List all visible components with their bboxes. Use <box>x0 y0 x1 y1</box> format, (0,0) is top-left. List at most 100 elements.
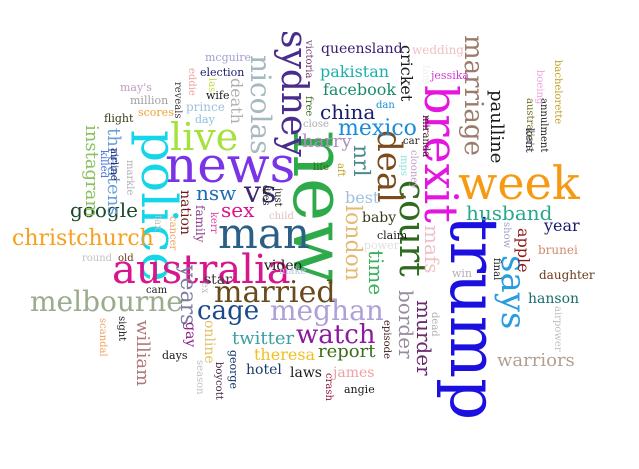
word-queensland: queensland <box>321 41 403 57</box>
word-nsw: nsw <box>196 181 237 205</box>
word-paulline: paulline <box>486 90 507 164</box>
word-show: show <box>501 222 512 249</box>
word-nrl: nrl <box>348 145 373 177</box>
word-daughter: daughter <box>539 268 595 282</box>
word-jessika: jessika <box>431 69 469 82</box>
word-million: million <box>130 94 169 107</box>
word-death: death <box>227 78 246 124</box>
word-brunei: brunei <box>538 243 578 257</box>
word-clooney: clooney <box>408 150 419 189</box>
word-election: election <box>200 66 245 79</box>
word-news: news <box>165 136 296 194</box>
word-days: days <box>162 349 188 362</box>
word-scores: scores <box>138 106 174 119</box>
word-make: make <box>279 266 307 277</box>
word-years: years <box>175 265 200 326</box>
word-laws: laws <box>290 365 322 381</box>
word-vs: vs <box>244 175 277 210</box>
word-round: round <box>82 253 113 264</box>
word-las: las <box>206 78 217 93</box>
word-child: child <box>269 211 294 222</box>
word-pakistan: pakistan <box>320 62 390 81</box>
word-old: old <box>118 253 134 264</box>
word-season: season <box>194 360 205 395</box>
word-cancer: cancer <box>167 216 178 251</box>
word-prince: prince <box>186 100 225 114</box>
word-mays: may's <box>120 81 152 94</box>
word-australias: australia's <box>524 98 535 151</box>
word-dead: dead <box>429 312 440 337</box>
word-mcguire: mcguire <box>205 51 252 64</box>
word-power: power <box>364 239 399 252</box>
word-sight: sight <box>116 316 127 342</box>
word-william: william <box>132 320 153 387</box>
word-brexit: brexit <box>414 85 468 223</box>
word-eddie: eddie <box>186 68 197 96</box>
word-markle: markle <box>124 160 135 196</box>
word-week: week <box>458 156 580 210</box>
word-melbourne: melbourne <box>30 285 183 318</box>
word-day: day <box>195 113 215 126</box>
word-hotel: hotel <box>246 362 282 378</box>
word-nation: nation <box>177 190 193 235</box>
word-gay: gay <box>182 322 198 348</box>
word-james: james <box>333 365 375 381</box>
word-live: live <box>170 115 239 159</box>
word-nicolas: nicolas <box>244 55 277 155</box>
word-bachelorette: bachelorette <box>552 60 563 125</box>
word-kent: kent <box>523 128 536 153</box>
word-airpower: airpower <box>552 306 563 352</box>
word-life: life <box>313 162 330 173</box>
word-tam: tam <box>420 65 431 85</box>
word-just: just <box>272 188 283 207</box>
word-boycott: boycott <box>213 362 224 400</box>
word-twitter: twitter <box>232 328 295 349</box>
word-miranda: miranda <box>420 115 431 158</box>
word-tax: tax <box>152 215 163 231</box>
word-husband: husband <box>466 201 553 225</box>
word-warriors: warriors <box>497 350 575 371</box>
word-claim: claim <box>377 229 408 242</box>
word-george: george <box>227 350 240 389</box>
word-reveals: reveals <box>172 82 183 119</box>
word-victoria: victoria <box>303 40 314 79</box>
word-close: close <box>303 119 329 130</box>
word-flight: flight <box>104 112 134 125</box>
word-killed: killed <box>98 150 109 178</box>
word-marriage: marriage <box>458 35 488 156</box>
word-wedding: wedding <box>412 43 464 57</box>
word-watch: watch <box>296 320 376 350</box>
word-angie: angie <box>344 383 375 396</box>
word-scandal: scandal <box>97 318 108 357</box>
word-video: video <box>264 258 303 274</box>
word-border: border <box>394 290 418 359</box>
word-annulment: annulment <box>538 98 549 153</box>
word-murder: murder <box>412 300 436 376</box>
word-new: new <box>276 130 362 285</box>
word-dies: dies <box>260 185 271 206</box>
word-trump: trump <box>435 215 512 421</box>
word-cam: cam <box>146 285 168 296</box>
word-crash: crash <box>323 373 334 401</box>
word-married: married <box>214 275 336 310</box>
word-family: family <box>193 205 207 243</box>
word-apple: apple <box>514 228 533 273</box>
word-report: report <box>318 341 376 362</box>
word-year: year <box>544 216 580 235</box>
word-star: star <box>204 272 232 288</box>
word-instagram: instagram <box>81 125 102 218</box>
word-wife: wife <box>206 89 230 102</box>
word-man: man <box>218 209 310 258</box>
word-ex: ex <box>199 282 210 294</box>
word-meghan: meghan <box>270 294 384 327</box>
word-time: time <box>364 250 388 296</box>
word-harry: harry <box>302 131 352 152</box>
word-cricket: cricket <box>397 45 416 102</box>
word-police: police <box>130 130 188 282</box>
word-facebook: facebook <box>323 80 397 99</box>
word-hanson: hanson <box>528 291 580 307</box>
word-online: online <box>201 320 217 364</box>
word-cage: cage <box>197 296 260 326</box>
word-airline: airline <box>108 148 119 181</box>
